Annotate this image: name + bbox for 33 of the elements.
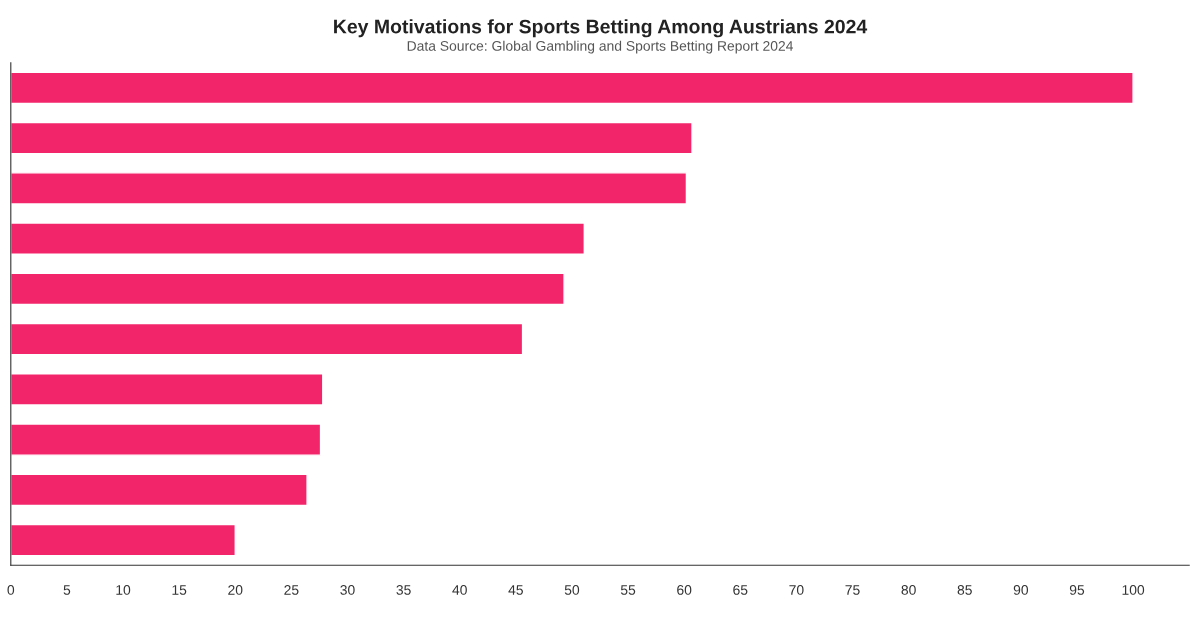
x-tick-label: 30 xyxy=(340,585,355,595)
x-tick-label: 10 xyxy=(116,585,131,595)
x-tick-label: 95 xyxy=(1069,585,1085,595)
bar xyxy=(10,322,524,356)
x-tick-label: 50 xyxy=(564,585,580,595)
bar xyxy=(10,172,688,205)
x-tick-label: 20 xyxy=(228,585,243,595)
bar xyxy=(10,71,1134,105)
x-tick-label: 25 xyxy=(284,585,299,595)
x-tick-label: 5 xyxy=(63,585,71,595)
x-tick-label: 75 xyxy=(845,585,860,595)
bar xyxy=(10,373,324,406)
x-tick-label: 15 xyxy=(172,585,187,595)
x-tick-label: 55 xyxy=(620,585,636,595)
bar xyxy=(10,222,585,255)
x-tick-label: 70 xyxy=(789,585,804,595)
x-tick-label: 80 xyxy=(901,585,916,595)
x-tick-label: 65 xyxy=(733,585,748,595)
bar xyxy=(10,523,236,557)
bar xyxy=(10,423,322,456)
x-tick-label: 60 xyxy=(677,585,692,595)
x-tick-label: 90 xyxy=(1013,585,1029,595)
x-tick-label: 45 xyxy=(508,585,523,595)
x-tick-label: 40 xyxy=(452,585,467,595)
bar xyxy=(10,473,308,507)
x-tick-label: 100 xyxy=(1122,585,1145,595)
x-tick-label: 85 xyxy=(957,585,972,595)
x-tick-label: 35 xyxy=(396,585,411,595)
bar xyxy=(10,121,693,155)
bar xyxy=(10,272,565,306)
chart-title: Key Motivations for Sports Betting Among Austrians 2024 xyxy=(334,19,868,38)
x-tick-label: 0 xyxy=(7,585,15,595)
chart-subtitle: Data Source: Global Gambling and Sports Betting Report 2024 xyxy=(407,40,794,54)
